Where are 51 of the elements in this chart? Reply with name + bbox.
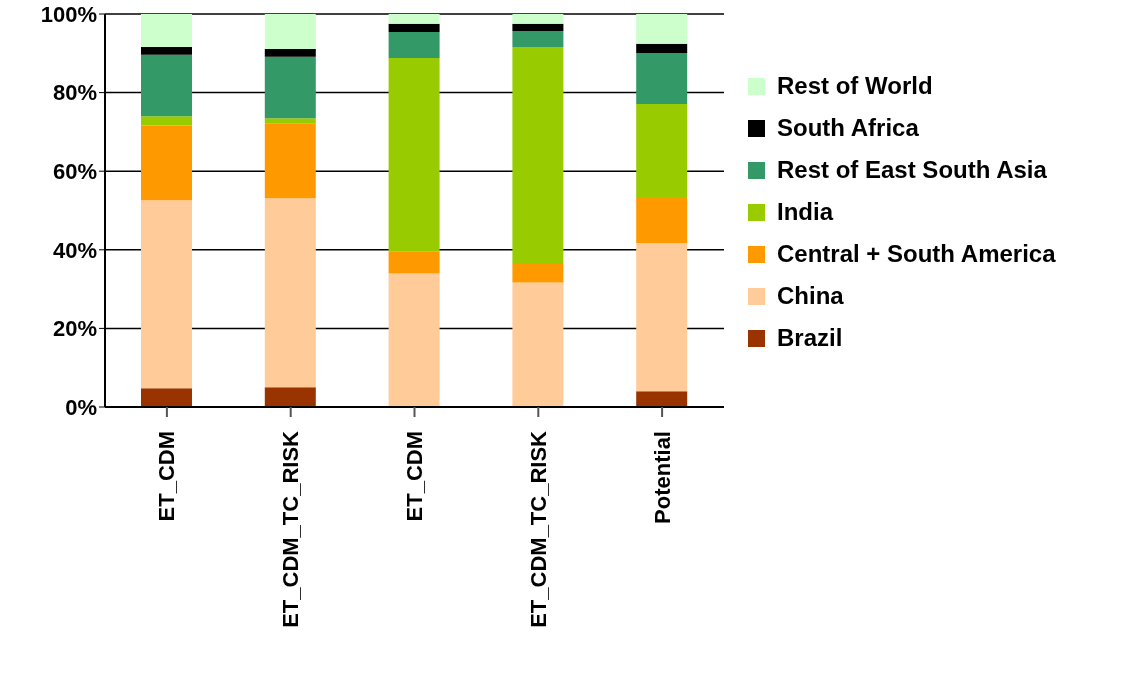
bar: [141, 54, 192, 117]
bar: [141, 47, 192, 55]
y-tick-label: 0%: [65, 394, 97, 420]
bar: [388, 251, 440, 274]
bar: [512, 23, 564, 31]
y-tick-label: 80%: [52, 80, 97, 106]
bar: [388, 58, 440, 252]
legend-label: Brazil: [777, 324, 843, 352]
y-tick-label: 40%: [52, 237, 97, 263]
bar: [388, 23, 440, 33]
y-tick-label: 100%: [40, 1, 97, 27]
bar: [636, 391, 688, 407]
legend-label: Rest of World: [777, 72, 933, 100]
bar: [141, 125, 192, 201]
legend-label: China: [777, 282, 844, 310]
bar: [636, 104, 688, 198]
bar: [264, 48, 316, 57]
bar: [512, 14, 564, 24]
bar: [141, 116, 192, 126]
legend-label: Central + South America: [777, 240, 1056, 268]
bar: [264, 14, 316, 49]
bar: [512, 30, 564, 48]
bar: [636, 43, 688, 53]
y-tick-label: 20%: [52, 316, 97, 342]
legend-label: Rest of East South Asia: [777, 156, 1047, 184]
legend-label: India: [777, 198, 834, 226]
bar: [512, 47, 564, 264]
bar: [636, 52, 688, 104]
bar: [636, 197, 688, 244]
bar: [264, 118, 316, 124]
bar: [264, 387, 316, 407]
bar: [264, 56, 316, 119]
bar: [141, 200, 192, 389]
x-tick-label: ET_CDM: [154, 431, 180, 522]
x-tick-label: ET_CDM_TC_RISK: [525, 430, 551, 628]
bar: [264, 198, 316, 388]
bar: [264, 123, 316, 199]
x-tick-label: ET_CDM_TC_RISK: [278, 430, 304, 628]
legend-label: South Africa: [777, 114, 919, 142]
bar: [388, 32, 440, 59]
bar: [636, 243, 688, 392]
bar: [512, 263, 564, 283]
bar: [141, 388, 192, 407]
bar: [388, 273, 440, 407]
y-tick-label: 60%: [52, 159, 97, 185]
x-tick-label: Potential: [649, 431, 675, 524]
bar: [141, 14, 192, 48]
bar: [636, 14, 688, 44]
bar: [512, 282, 564, 407]
bar: [388, 14, 440, 24]
x-tick-label: ET_CDM: [402, 431, 427, 522]
